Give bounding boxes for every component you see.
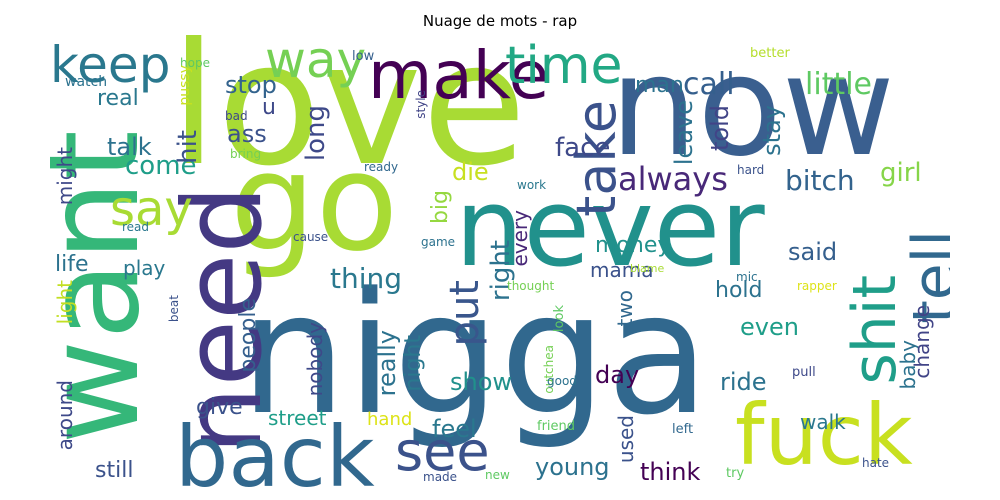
word-u: u bbox=[262, 95, 276, 120]
word-little: little bbox=[805, 67, 872, 102]
word-time: time bbox=[505, 36, 623, 96]
word-pussy: pussy bbox=[177, 65, 193, 106]
word-go: go bbox=[230, 124, 399, 281]
word-better: better bbox=[750, 46, 790, 61]
word-nobody: nobody bbox=[303, 322, 327, 397]
word-people: people bbox=[236, 298, 261, 373]
word-love: love bbox=[170, 35, 527, 204]
word-day: day bbox=[595, 361, 640, 389]
word-good: good bbox=[547, 374, 577, 388]
word-give: give bbox=[196, 395, 243, 420]
word-walk: walk bbox=[800, 410, 846, 434]
word-watch: watch bbox=[65, 74, 108, 90]
word-look: look bbox=[552, 305, 567, 333]
word-thought: thought bbox=[507, 279, 555, 293]
word-rapper: rapper bbox=[797, 279, 837, 293]
word-try: try bbox=[726, 466, 745, 481]
word-bring: bring bbox=[230, 147, 262, 161]
word-even: even bbox=[740, 313, 799, 341]
word-ass: ass bbox=[227, 120, 267, 148]
word-now: now bbox=[610, 35, 895, 187]
word-around: around bbox=[53, 380, 77, 451]
word-ready: ready bbox=[364, 160, 399, 174]
word-new: new bbox=[485, 468, 510, 482]
word-stop: stop bbox=[225, 71, 277, 99]
word-man: man bbox=[635, 73, 684, 98]
word-friend: friend bbox=[537, 419, 576, 434]
word-mama: mama bbox=[590, 258, 654, 282]
word-hold: hold bbox=[715, 278, 763, 303]
word-night: night bbox=[401, 335, 426, 392]
word-really: really bbox=[373, 330, 401, 397]
word-stay: stay bbox=[758, 105, 786, 156]
word-say: say bbox=[110, 181, 193, 237]
word-see: see bbox=[395, 420, 490, 483]
word-low: low bbox=[352, 49, 375, 64]
word-change: change bbox=[910, 305, 934, 379]
word-die: die bbox=[452, 158, 489, 186]
word-hate: hate bbox=[862, 456, 890, 470]
word-bad: bad bbox=[225, 109, 248, 123]
word-young: young bbox=[535, 453, 610, 481]
word-face: face bbox=[555, 133, 611, 163]
word-read: read bbox=[122, 220, 150, 234]
word-left: left bbox=[672, 422, 694, 437]
word-back: back bbox=[175, 408, 375, 490]
word-hit: hit bbox=[173, 130, 203, 164]
word-light: light bbox=[53, 280, 77, 325]
word-always: always bbox=[618, 160, 728, 198]
word-beat: beat bbox=[167, 295, 181, 323]
word-style: style bbox=[414, 90, 428, 119]
word-call: call bbox=[683, 67, 735, 102]
word-feel: feel bbox=[432, 415, 477, 443]
word-thing: thing bbox=[330, 262, 403, 295]
word-money: money bbox=[595, 233, 671, 258]
word-leave: leave bbox=[670, 100, 698, 166]
word-game: game bbox=[421, 235, 456, 249]
word-big: big bbox=[428, 190, 453, 225]
word-might: might bbox=[53, 147, 77, 206]
word-cloud: love now never nigga go want need back fuck make k… bbox=[50, 35, 950, 490]
chart-title: Nuage de mots - rap bbox=[422, 12, 578, 30]
word-talk: talk bbox=[107, 133, 152, 161]
word-mic: mic bbox=[736, 270, 758, 284]
word-hard: hard bbox=[737, 163, 765, 177]
word-hand: hand bbox=[367, 409, 413, 430]
word-bitch: bitch bbox=[785, 164, 855, 197]
word-keep: keep bbox=[50, 36, 171, 94]
word-fuck: fuck bbox=[735, 386, 913, 484]
word-blame: blame bbox=[630, 262, 665, 275]
word-girl: girl bbox=[880, 158, 922, 188]
word-never: never bbox=[455, 166, 765, 291]
word-way: way bbox=[265, 35, 367, 89]
word-show: show bbox=[450, 368, 513, 396]
word-told: told bbox=[706, 105, 734, 151]
word-put: put bbox=[442, 280, 488, 347]
word-still: still bbox=[95, 458, 134, 483]
word-every: every bbox=[508, 210, 532, 267]
word-come: come bbox=[125, 151, 197, 181]
word-said: said bbox=[788, 238, 838, 266]
word-long: long bbox=[301, 105, 331, 162]
word-used: used bbox=[614, 415, 638, 464]
word-play: play bbox=[123, 256, 166, 280]
word-two: two bbox=[613, 290, 637, 327]
word-work: work bbox=[517, 178, 547, 192]
word-cause: cause bbox=[293, 230, 329, 244]
word-life: life bbox=[55, 252, 89, 277]
word-made: made bbox=[423, 470, 458, 484]
word-real: real bbox=[97, 86, 139, 111]
word-pull: pull bbox=[792, 365, 816, 380]
word-street: street bbox=[268, 406, 327, 430]
word-think: think bbox=[640, 458, 701, 486]
word-make: make bbox=[368, 37, 550, 114]
word-nigga: nigga bbox=[240, 256, 710, 452]
word-hope: hope bbox=[180, 56, 210, 70]
word-ride: ride bbox=[720, 368, 767, 396]
